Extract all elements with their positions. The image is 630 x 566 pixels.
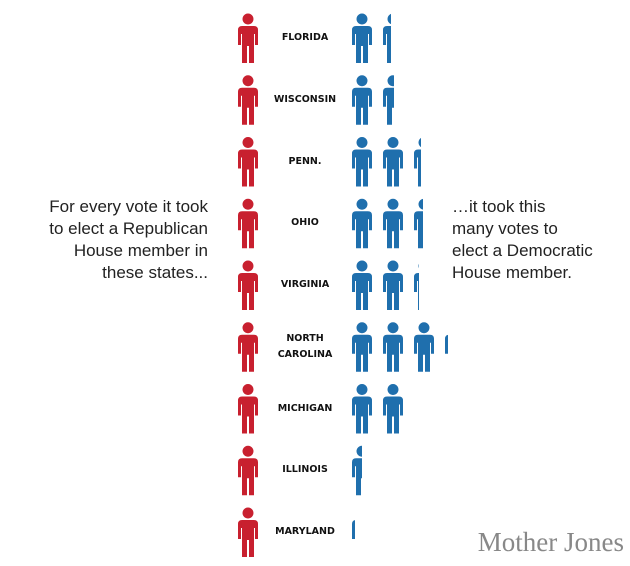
- blue-figure: [352, 137, 372, 187]
- blue-figure: [414, 322, 434, 372]
- blue-figures: [352, 384, 403, 434]
- blue-figure: [445, 322, 448, 372]
- note-line: to elect a Republican: [49, 219, 208, 238]
- state-label: MICHIGAN: [277, 402, 333, 414]
- red-figure: [238, 384, 258, 434]
- note-line: these states...: [102, 263, 208, 282]
- blue-figure: [352, 322, 372, 372]
- left-note: For every vote it took to elect a Republi…: [49, 196, 208, 284]
- blue-figure: [383, 137, 403, 187]
- note-line: elect a Democratic: [452, 241, 593, 260]
- blue-figure: [414, 137, 421, 187]
- blue-figure: [352, 260, 372, 310]
- blue-figure: [383, 198, 403, 249]
- blue-figures: [352, 137, 421, 187]
- red-figure: [238, 322, 258, 372]
- blue-figures: [352, 507, 355, 557]
- red-figure: [238, 75, 258, 125]
- state-label: OHIO: [291, 217, 319, 229]
- state-label: FLORIDA: [281, 32, 329, 43]
- note-line: For every vote it took: [49, 197, 208, 216]
- blue-figure: [383, 13, 391, 63]
- blue-figure: [352, 507, 355, 557]
- state-label: WISCONSIN: [273, 93, 337, 105]
- blue-figure: [352, 75, 372, 125]
- state-label: PENN.: [288, 155, 322, 167]
- blue-figure: [414, 198, 423, 249]
- state-label: ILLINOIS: [282, 464, 328, 476]
- note-line: House member in: [73, 241, 208, 260]
- state-label: VIRGINIA: [280, 279, 330, 290]
- red-figure: [238, 260, 258, 310]
- state-label: NORTH CAROLINA: [277, 332, 333, 360]
- state-label: MARYLAND: [275, 526, 335, 537]
- red-figure: [238, 198, 258, 249]
- blue-figures: [352, 75, 394, 125]
- blue-figures: [352, 13, 391, 63]
- red-figure: [238, 13, 258, 63]
- note-line: many votes to: [452, 219, 558, 238]
- blue-figure: [383, 260, 403, 310]
- blue-figure: [352, 13, 372, 63]
- blue-figures: [352, 260, 419, 310]
- blue-figure: [352, 445, 362, 496]
- red-figure: [238, 445, 258, 496]
- blue-figure: [383, 322, 403, 372]
- blue-figure: [383, 75, 394, 125]
- blue-figure: [383, 384, 403, 434]
- blue-figures: [352, 445, 362, 496]
- blue-figures: [352, 322, 448, 372]
- blue-figure: [352, 198, 372, 249]
- right-note: …it took this many votes to elect a Democr…: [452, 196, 593, 284]
- credit: Mother Jones: [477, 527, 624, 557]
- note-line: House member.: [452, 263, 572, 282]
- red-figure: [238, 137, 258, 187]
- red-figure: [238, 507, 258, 557]
- blue-figures: [352, 198, 423, 249]
- blue-figure: [414, 260, 419, 310]
- blue-figure: [352, 384, 372, 434]
- note-line: …it took this: [452, 197, 546, 216]
